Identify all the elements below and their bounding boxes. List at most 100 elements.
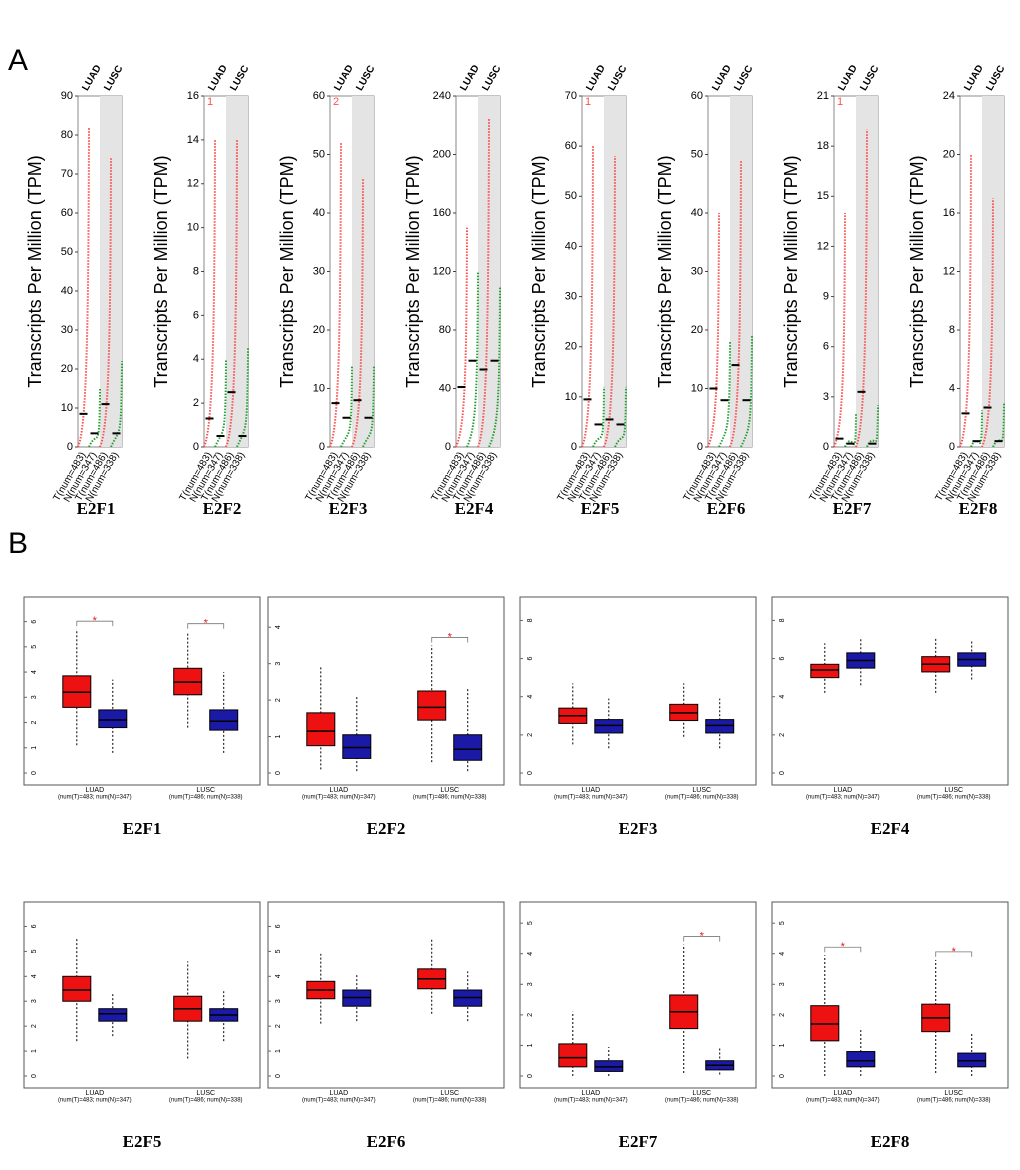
significance-bracket bbox=[187, 623, 225, 629]
significance-bracket bbox=[935, 951, 973, 957]
y-tick-label: 4 bbox=[275, 625, 282, 629]
y-tick-label: 6 bbox=[527, 657, 534, 661]
y-tick-label: 0 bbox=[697, 441, 703, 453]
group-band bbox=[856, 96, 878, 447]
y-tick-label: 3 bbox=[275, 662, 282, 666]
box bbox=[810, 1005, 840, 1042]
y-tick-label: 4 bbox=[779, 695, 786, 699]
spread bbox=[214, 359, 227, 448]
group-label: LUSC bbox=[692, 1090, 711, 1097]
y-tick-label: 5 bbox=[527, 921, 534, 925]
y-tick-label: 20 bbox=[313, 324, 325, 336]
y-tick-label: 20 bbox=[61, 363, 73, 375]
y-axis-label: Transcripts Per Million (TPM) bbox=[151, 155, 171, 387]
y-tick-label: 4 bbox=[193, 353, 199, 365]
box bbox=[98, 709, 128, 729]
y-tick-label: 0 bbox=[779, 1074, 786, 1078]
spread bbox=[992, 403, 1005, 448]
significance: * bbox=[700, 930, 705, 942]
y-tick-label: 1 bbox=[779, 1043, 786, 1047]
chart-title: E2F8 bbox=[959, 499, 998, 518]
group-counts: (num(T)=483; num(N)=347) bbox=[806, 1098, 880, 1104]
group-label: LUAD bbox=[962, 63, 985, 93]
y-axis-label: Transcripts Per Million (TPM) bbox=[529, 155, 549, 387]
y-tick-label: 60 bbox=[313, 90, 325, 102]
y-tick-label: 20 bbox=[691, 324, 703, 336]
group-label: LUAD bbox=[584, 63, 607, 93]
chart-title: E2F2 bbox=[367, 819, 406, 838]
y-tick-label: 4 bbox=[31, 670, 38, 674]
group-band bbox=[604, 96, 626, 447]
group-label: LUAD bbox=[581, 1090, 600, 1097]
group-counts: (num(T)=486; num(N)=338) bbox=[917, 795, 991, 801]
y-tick-label: 4 bbox=[779, 952, 786, 956]
y-tick-label: 30 bbox=[565, 290, 577, 302]
group-label: LUAD bbox=[329, 787, 348, 794]
y-tick-label: 0 bbox=[275, 1074, 282, 1078]
chart-title: E2F1 bbox=[123, 819, 162, 838]
group-label: LUSC bbox=[984, 64, 1007, 93]
y-tick-label: 2 bbox=[31, 1024, 38, 1028]
significance: * bbox=[448, 631, 453, 643]
y-tick-label: 6 bbox=[275, 924, 282, 928]
chart-title: E2F7 bbox=[833, 499, 872, 518]
group-label: LUSC bbox=[480, 64, 503, 93]
y-tick-label: 2 bbox=[275, 1024, 282, 1028]
spread bbox=[477, 117, 490, 448]
y-tick-label: 0 bbox=[779, 771, 786, 775]
group-counts: (num(T)=486; num(N)=338) bbox=[169, 795, 243, 801]
y-tick-label: 9 bbox=[823, 290, 829, 302]
y-tick-label: 6 bbox=[31, 924, 38, 928]
y-tick-label: 18 bbox=[817, 140, 829, 152]
y-tick-label: 16 bbox=[187, 90, 199, 102]
y-tick-label: 24 bbox=[943, 90, 955, 102]
group-band bbox=[352, 96, 374, 447]
y-tick-label: 60 bbox=[691, 90, 703, 102]
significance: * bbox=[93, 615, 98, 627]
spread bbox=[740, 335, 753, 448]
spread bbox=[455, 227, 468, 448]
chart-title: E2F2 bbox=[203, 499, 242, 518]
y-tick-label: 50 bbox=[313, 148, 325, 160]
plot-frame bbox=[771, 596, 1009, 786]
y-tick-label: 2 bbox=[527, 733, 534, 737]
y-tick-label: 2 bbox=[527, 1013, 534, 1017]
y-tick-label: 0 bbox=[527, 1074, 534, 1078]
y-tick-label: 5 bbox=[779, 921, 786, 925]
y-tick-label: 0 bbox=[193, 441, 199, 453]
plot-frame bbox=[519, 901, 757, 1089]
group-label: LUAD bbox=[329, 1090, 348, 1097]
box bbox=[558, 1043, 588, 1068]
group-counts: (num(T)=483; num(N)=347) bbox=[302, 795, 376, 801]
group-label: LUSC bbox=[606, 64, 629, 93]
y-tick-label: 160 bbox=[433, 207, 451, 219]
y-tick-label: 0 bbox=[445, 441, 451, 453]
y-axis-label: Transcripts Per Million (TPM) bbox=[907, 155, 927, 387]
significance-bracket bbox=[431, 637, 469, 643]
spread bbox=[99, 158, 112, 448]
y-tick-label: 16 bbox=[943, 207, 955, 219]
group-label: LUAD bbox=[710, 63, 733, 93]
y-tick-label: 120 bbox=[433, 265, 451, 277]
y-tick-label: 5 bbox=[275, 949, 282, 953]
y-tick-label: 0 bbox=[527, 771, 534, 775]
group-label: LUSC bbox=[692, 787, 711, 794]
group-counts: (num(T)=483; num(N)=347) bbox=[302, 1098, 376, 1104]
spread bbox=[866, 405, 879, 448]
group-counts: (num(T)=486; num(N)=338) bbox=[665, 1098, 739, 1104]
y-tick-label: 0 bbox=[319, 441, 325, 453]
box bbox=[209, 709, 239, 731]
group-label: LUSC bbox=[440, 787, 459, 794]
y-tick-label: 50 bbox=[691, 148, 703, 160]
y-axis-label: Transcripts Per Million (TPM) bbox=[655, 155, 675, 387]
y-tick-label: 30 bbox=[691, 265, 703, 277]
box bbox=[453, 734, 483, 761]
box bbox=[98, 1008, 128, 1022]
y-tick-label: 8 bbox=[527, 618, 534, 622]
y-tick-label: 0 bbox=[275, 771, 282, 775]
plot-frame bbox=[23, 596, 261, 786]
y-tick-label: 4 bbox=[949, 382, 955, 394]
y-tick-label: 40 bbox=[691, 207, 703, 219]
significance: * bbox=[952, 946, 957, 958]
group-label: LUAD bbox=[206, 63, 229, 93]
